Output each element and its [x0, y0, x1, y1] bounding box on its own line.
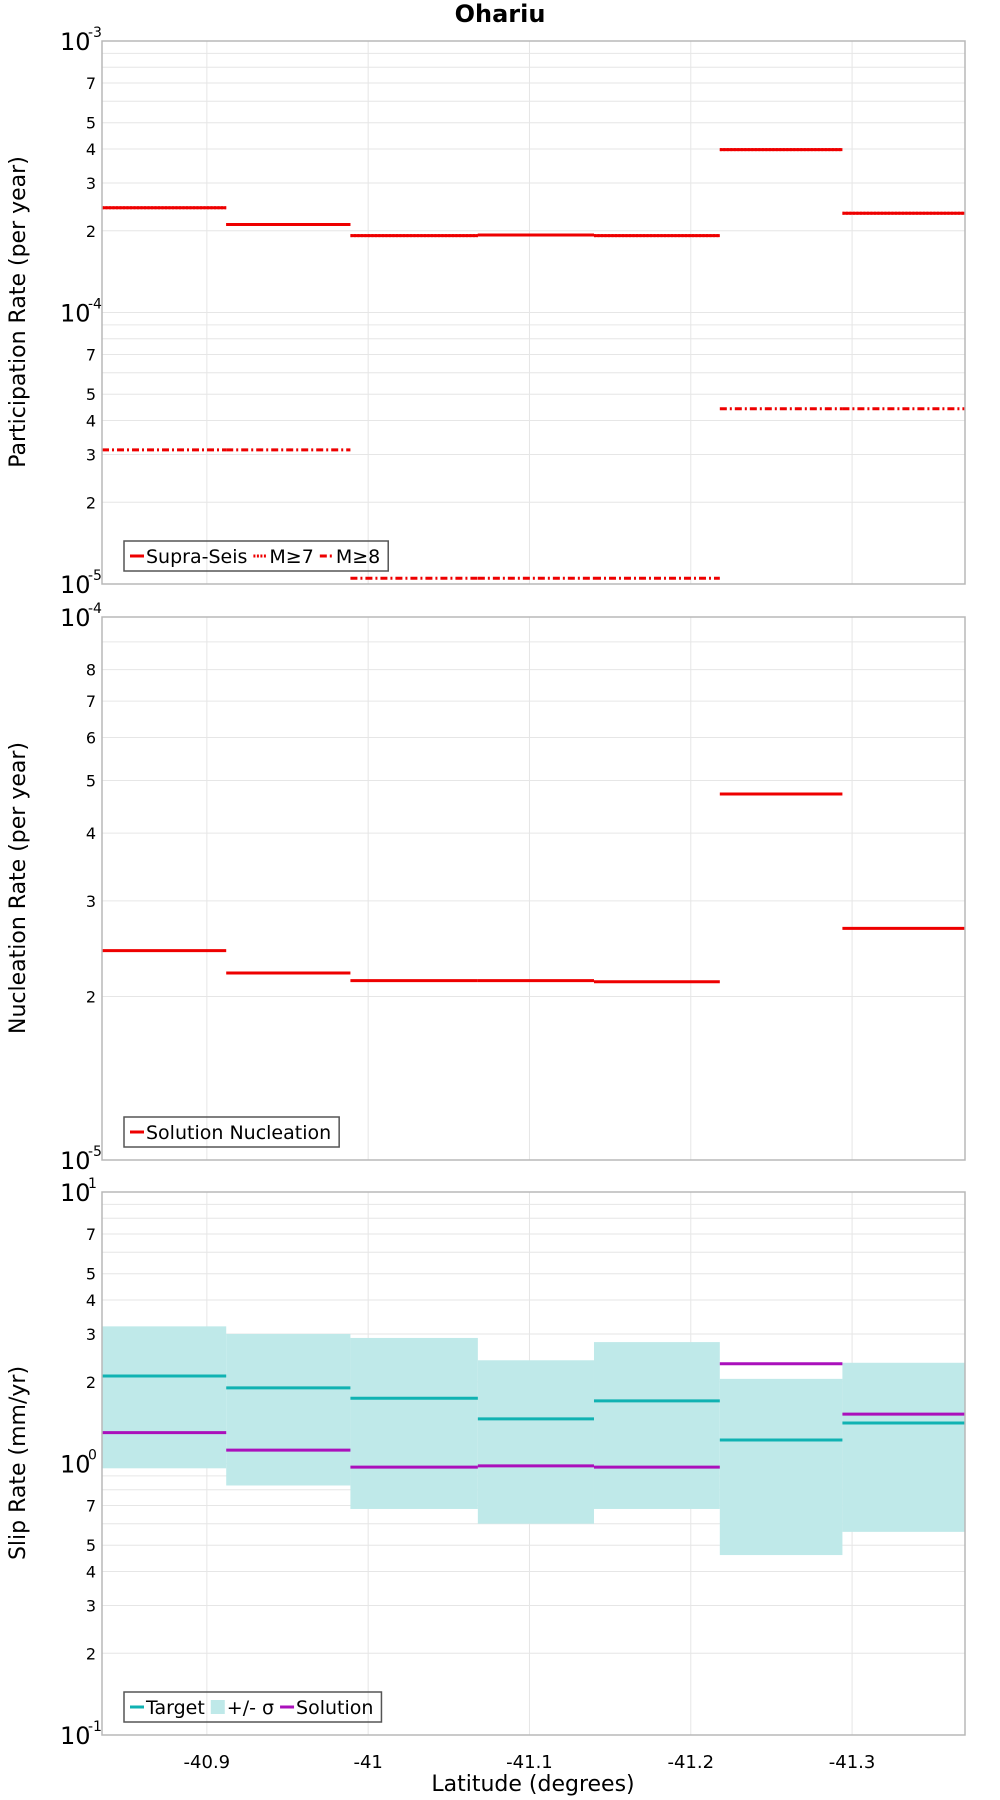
- y-tick-label: 8: [86, 661, 96, 680]
- y-tick-label: 4: [86, 824, 96, 843]
- y-tick-exponent: -1: [88, 1719, 102, 1735]
- y-tick-label: 3: [86, 1325, 96, 1344]
- y-tick-label: 10: [60, 300, 91, 328]
- y-tick-label: 10: [60, 604, 91, 632]
- y-tick-label: 3: [86, 174, 96, 193]
- sigma-band-segment: [226, 1333, 351, 1486]
- legend-label: Solution Nucleation: [146, 1122, 331, 1144]
- y-tick-label: 5: [86, 114, 96, 133]
- y-tick-label: 10: [60, 28, 91, 56]
- y-tick-label: 5: [86, 385, 96, 404]
- y-tick-exponent: 1: [88, 1176, 97, 1192]
- legend-label: Solution: [296, 1697, 373, 1719]
- y-tick-label: 5: [86, 1265, 96, 1284]
- y-tick-label: 2: [86, 493, 96, 512]
- sigma-band-segment: [719, 1378, 843, 1556]
- y-tick-label: 7: [86, 1225, 96, 1244]
- y-tick-exponent: -3: [88, 25, 102, 41]
- x-tick-label: -40.9: [184, 1752, 231, 1773]
- sigma-band-segment: [102, 1326, 227, 1469]
- x-tick-label: -41.1: [506, 1752, 553, 1773]
- y-tick-label: 7: [86, 346, 96, 365]
- y-tick-exponent: -5: [88, 568, 102, 584]
- y-axis-label: Nucleation Rate (per year): [6, 742, 31, 1034]
- y-tick-label: 4: [86, 1291, 96, 1310]
- sigma-band-segment: [593, 1342, 720, 1509]
- y-tick-label: 10: [60, 1179, 91, 1207]
- sigma-band-segment: [350, 1337, 478, 1509]
- y-tick-exponent: -4: [88, 297, 102, 313]
- y-tick-label: 7: [86, 1497, 96, 1516]
- chart-title: Ohariu: [455, 0, 546, 28]
- y-tick-label: 4: [86, 1563, 96, 1582]
- y-tick-label: 3: [86, 445, 96, 464]
- y-tick-label: 3: [86, 892, 96, 911]
- y-tick-label: 10: [60, 1147, 91, 1175]
- legend-box: [123, 1116, 340, 1148]
- y-axis-label: Slip Rate (mm/yr): [6, 1366, 31, 1560]
- x-tick-label: -41: [353, 1752, 382, 1773]
- plot-frame: [101, 616, 966, 1161]
- legend-box: [123, 1691, 383, 1723]
- plot-frame: [101, 1191, 966, 1736]
- y-tick-exponent: -4: [88, 601, 102, 617]
- y-tick-label: 10: [60, 1451, 91, 1479]
- sigma-band-segment: [842, 1362, 965, 1532]
- y-tick-label: 4: [86, 140, 96, 159]
- x-tick-label: -41.2: [667, 1752, 714, 1773]
- x-axis-label: Latitude (degrees): [431, 1772, 634, 1797]
- y-tick-label: 3: [86, 1596, 96, 1615]
- y-tick-label: 10: [60, 571, 91, 599]
- legend-label: Supra-Seis: [146, 546, 247, 568]
- legend-label: Target: [145, 1697, 205, 1719]
- legend-label: M≥8: [336, 546, 380, 568]
- legend-box: [123, 540, 389, 572]
- y-tick-label: 2: [86, 1373, 96, 1392]
- plot-frame: [101, 40, 966, 585]
- y-tick-label: 2: [86, 988, 96, 1007]
- y-tick-label: 2: [86, 222, 96, 241]
- y-tick-label: 6: [86, 728, 96, 747]
- legend-swatch: [210, 1700, 225, 1714]
- x-tick-label: -41.3: [829, 1752, 876, 1773]
- y-tick-label: 4: [86, 412, 96, 431]
- y-tick-label: 5: [86, 771, 96, 790]
- y-tick-label: 5: [86, 1536, 96, 1555]
- legend-label: +/- σ: [227, 1697, 274, 1719]
- y-tick-exponent: -5: [88, 1144, 102, 1160]
- y-tick-label: 7: [86, 692, 96, 711]
- y-tick-exponent: 0: [88, 1448, 97, 1464]
- legend-label: M≥7: [269, 546, 313, 568]
- y-tick-label: 10: [60, 1722, 91, 1750]
- sigma-band-segment: [477, 1360, 594, 1524]
- y-tick-label: 7: [86, 74, 96, 93]
- y-tick-label: 2: [86, 1644, 96, 1663]
- y-axis-label: Participation Rate (per year): [6, 156, 31, 468]
